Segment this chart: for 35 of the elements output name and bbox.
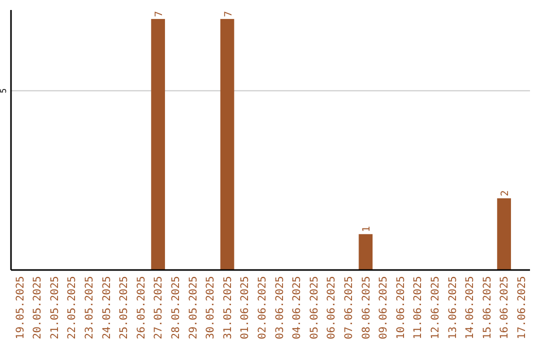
x-tick-label: 27.05.2025 (152, 276, 165, 340)
x-tick-label: 22.05.2025 (66, 276, 78, 340)
x-tick-label: 06.06.2025 (326, 276, 338, 340)
x-tick-label: 19.05.2025 (14, 276, 26, 340)
x-tick-label: 07.06.2025 (343, 276, 356, 340)
data-label: 2 (500, 190, 512, 196)
x-tick-label: 09.06.2025 (378, 276, 390, 340)
x-tick-label: 20.05.2025 (32, 276, 44, 340)
x-tick-label: 13.06.2025 (446, 276, 459, 340)
x-tick-label: 14.06.2025 (464, 276, 476, 340)
x-tick-label: 11.06.2025 (412, 276, 424, 340)
data-label: 7 (154, 10, 166, 17)
y-tick-label: 5 (0, 88, 8, 94)
x-tick-label: 08.06.2025 (360, 276, 372, 340)
x-tick-label: 23.05.2025 (84, 276, 96, 340)
x-tick-label: 17.06.2025 (516, 276, 528, 340)
x-tick-label: 26.05.2025 (135, 276, 148, 340)
x-tick-label: 21.05.2025 (48, 276, 61, 340)
x-tick-label: 04.06.2025 (291, 276, 304, 340)
x-tick-label: 16.06.2025 (498, 276, 511, 340)
x-tick-label: 03.06.2025 (274, 276, 286, 340)
x-tick-label: 10.06.2025 (394, 276, 407, 340)
data-label: 1 (362, 226, 373, 232)
x-tick-label: 31.05.2025 (222, 276, 234, 340)
x-tick-label: 25.05.2025 (118, 276, 130, 340)
x-tick-label: 05.06.2025 (308, 276, 320, 340)
data-label: 7 (223, 10, 234, 17)
x-tick-label: 29.05.2025 (187, 276, 200, 340)
x-tick-label: 01.06.2025 (239, 276, 252, 340)
x-tick-label: 02.06.2025 (256, 276, 269, 340)
x-tick-label: 28.05.2025 (170, 276, 182, 340)
x-tick-label: 15.06.2025 (481, 276, 494, 340)
x-tick-label: 12.06.2025 (430, 276, 442, 340)
x-tick-label: 24.05.2025 (100, 276, 113, 340)
x-tick-label: 30.05.2025 (204, 276, 217, 340)
